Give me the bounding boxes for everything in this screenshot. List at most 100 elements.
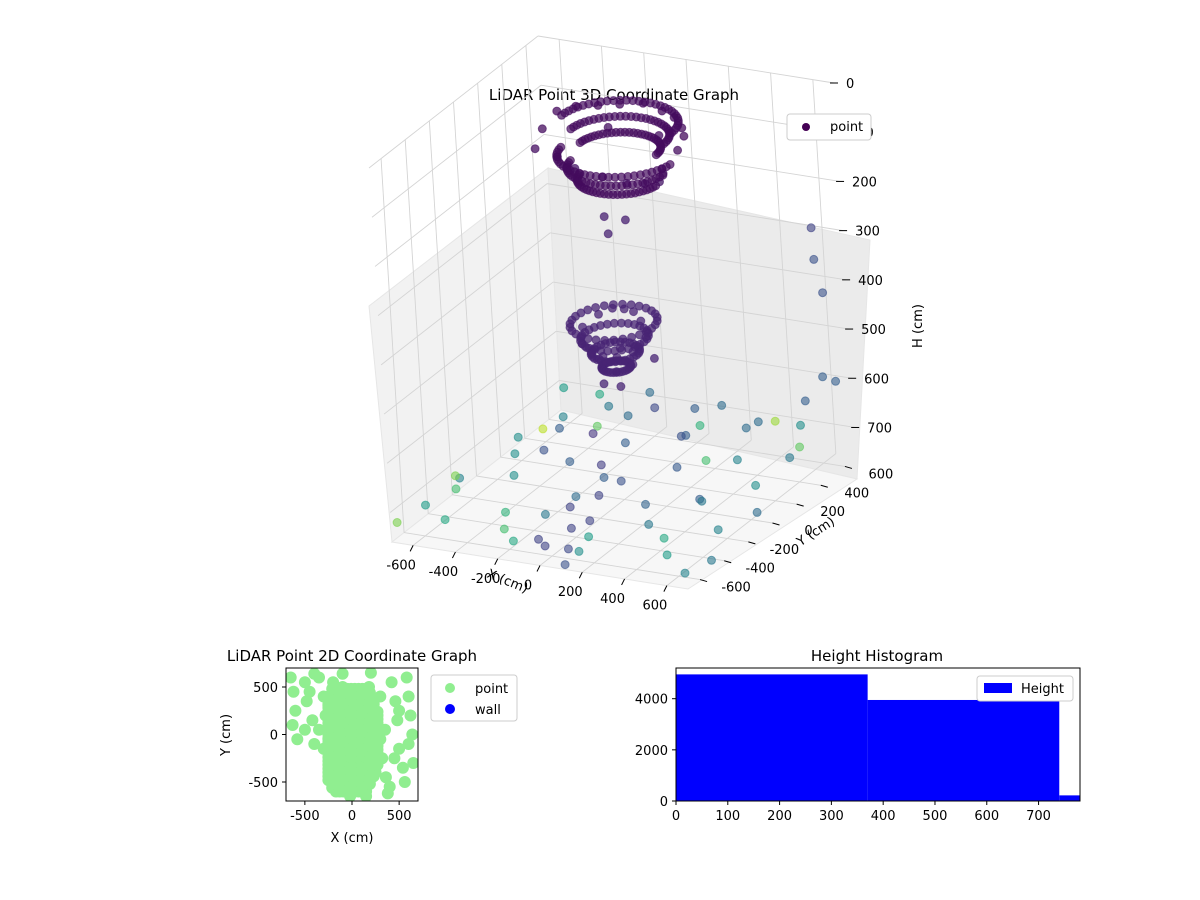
ring-point [651, 181, 661, 191]
y-tick-label-3d: 400 [844, 486, 869, 501]
z-tick-label-3d: 0 [846, 77, 854, 92]
legend-2d-wall-marker [445, 704, 455, 714]
point-2d [396, 761, 409, 774]
y-tick-label-3d: 600 [869, 467, 894, 482]
x-tick-3d [451, 551, 456, 559]
z-tick-label-3d: 500 [861, 323, 886, 338]
chart-3d-panes [368, 167, 871, 590]
z-gridline-left [371, 84, 542, 218]
scatter-point [565, 502, 575, 512]
height-histogram: Height Histogram 0 100 200 300 400 500 600 7000… [635, 647, 1081, 824]
x-tick-label-3d: 0 [524, 579, 532, 594]
legend-2d-point-label: point [475, 682, 508, 697]
histogram-frame [675, 667, 1081, 802]
scatter-point [534, 534, 543, 544]
scatter-point [604, 401, 614, 411]
histogram-legend-label: Height [1021, 682, 1064, 697]
legend-2d-wall-label: wall [475, 703, 501, 718]
scatter-point [796, 420, 805, 430]
y-tick-3d [748, 541, 756, 545]
dome-point [629, 307, 638, 317]
point-2d [391, 714, 404, 727]
point-2d [289, 704, 302, 717]
ring-point [599, 212, 609, 222]
y-tick-3d [844, 465, 853, 469]
point-2d [308, 738, 321, 750]
x-tick-label-3d: 600 [642, 599, 667, 614]
dome-point [649, 353, 659, 363]
legend-3d-marker [802, 123, 810, 131]
point-2d [298, 676, 311, 689]
scatter-point [588, 429, 598, 439]
hist-x-tick-label: 400 [871, 809, 896, 824]
dome-point [628, 359, 638, 369]
point-2d [287, 685, 300, 698]
ring-point [665, 160, 675, 169]
dome-point [578, 322, 587, 332]
x-gridline-back [812, 79, 837, 454]
point-2d [286, 671, 297, 684]
dome-point [618, 334, 628, 344]
chart-3d-points [392, 95, 841, 578]
scatter-point [662, 550, 672, 560]
ring-point [537, 124, 547, 134]
x-gridline-back [685, 59, 710, 434]
scatter-point [818, 288, 828, 298]
y-axis-label-3d: Y (cm) [794, 514, 838, 550]
point-2d [398, 776, 411, 788]
point-2d [364, 668, 377, 679]
scatter-point [690, 404, 700, 413]
scatter-point [540, 541, 550, 551]
y-gridline-left [477, 83, 502, 458]
scatter-point [676, 431, 686, 441]
scatter-point [510, 449, 520, 459]
x-tick-label-3d: 200 [558, 585, 583, 600]
x-gridline-back [727, 66, 752, 441]
scatter-point [707, 555, 716, 565]
dome-point [612, 352, 622, 362]
z-gridline-left [389, 380, 560, 513]
legend-3d-label: point [830, 120, 863, 135]
z-gridline-back [543, 133, 841, 182]
ring-point [679, 131, 689, 141]
scatter-point [450, 471, 460, 481]
dome-point [599, 301, 609, 311]
z-gridline-left [383, 281, 554, 415]
x-gridline-back [770, 72, 795, 447]
dome-point [591, 335, 601, 345]
ring-point [620, 215, 630, 225]
scatter-point [421, 500, 430, 510]
point-2d [388, 752, 401, 765]
z-tick-label-3d: 300 [855, 225, 880, 240]
x-tick-label-2d: 500 [387, 809, 412, 824]
point-2d [383, 780, 396, 793]
scatter-point [831, 376, 841, 386]
point-2d [407, 757, 418, 769]
ring-point [557, 110, 567, 120]
z-gridline-left [377, 183, 548, 316]
dome-point [607, 303, 617, 313]
scatter-point [558, 412, 568, 422]
x-axis-label-3d: X (cm) [485, 567, 530, 597]
scatter-point [741, 423, 751, 433]
z-tick-label-3d: 400 [858, 274, 883, 289]
z-gridline-back [553, 281, 850, 330]
scatter-point [451, 484, 461, 494]
point-2d [306, 714, 319, 727]
histogram-bars [676, 674, 1080, 801]
z-gridline-left [386, 330, 557, 464]
scatter-point [539, 445, 549, 455]
y-tick-label-3d: -200 [770, 543, 800, 558]
scatter-point [599, 473, 609, 482]
y-gridline-floor [404, 532, 701, 581]
scatter-point [585, 516, 595, 526]
point-2d [404, 709, 417, 722]
y-gridline-left [453, 101, 477, 477]
z-axis-label-3d: H (cm) [911, 304, 926, 348]
histogram-bar [867, 699, 1060, 801]
y-gridline-floor [500, 456, 797, 505]
hist-x-tick-label: 0 [672, 809, 680, 824]
scatter-point [623, 411, 633, 421]
point-2d [286, 719, 299, 731]
x-tick-label-2d: 0 [348, 809, 356, 824]
